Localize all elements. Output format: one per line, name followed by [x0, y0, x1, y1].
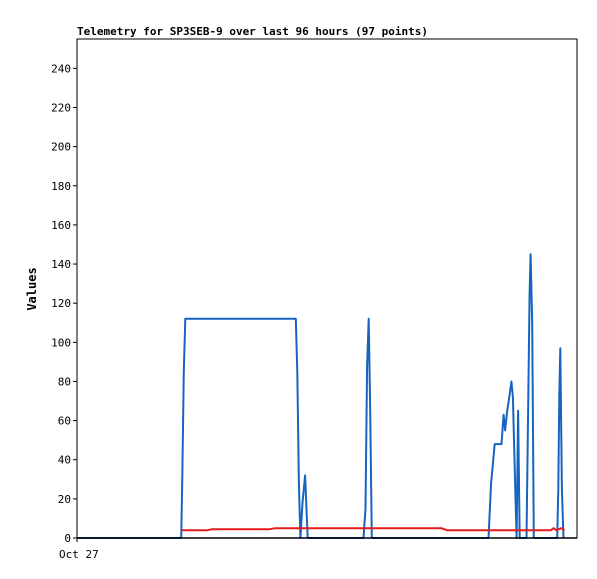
y-tick-label: 200	[51, 141, 71, 154]
y-tick-label: 80	[58, 375, 71, 388]
y-tick-label: 100	[51, 336, 71, 349]
series-line-2	[181, 527, 566, 532]
plot-frame	[76, 38, 578, 539]
y-tick-label: 140	[51, 258, 71, 271]
y-tick-label: 180	[51, 180, 71, 193]
x-tick-label: Oct 27	[59, 548, 99, 561]
y-tick-label: 40	[58, 454, 71, 467]
y-axis-ticks: 0 20 40 60 80 100 120 140 160 180 200 220 240	[51, 62, 77, 545]
y-axis-label: Values	[25, 267, 39, 310]
series-line-1	[77, 253, 565, 539]
y-tick-label: 20	[58, 493, 71, 506]
chart-title: Telemetry for SP3SEB-9 over last 96 hour…	[77, 25, 428, 38]
y-tick-label: 220	[51, 101, 71, 114]
y-tick-label: 60	[58, 415, 71, 428]
series-group	[77, 253, 577, 539]
y-tick-label: 240	[51, 62, 71, 75]
y-tick-label: 120	[51, 297, 71, 310]
y-tick-label: 0	[64, 532, 71, 545]
y-tick-label: 160	[51, 219, 71, 232]
